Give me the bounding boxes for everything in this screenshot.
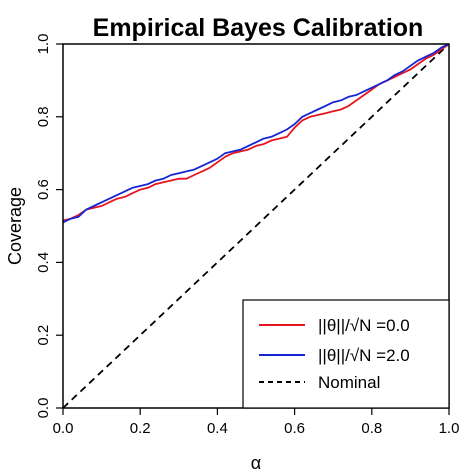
legend-label: ||θ||/√N =2.0: [318, 346, 410, 365]
y-axis: 0.0 0.2 0.4 0.6 0.8 1.0: [35, 34, 63, 419]
y-tick-label: 0.8: [35, 106, 52, 127]
x-axis-label: α: [251, 453, 261, 473]
y-tick-label: 0.2: [35, 325, 52, 346]
y-tick-label: 0.6: [35, 179, 52, 200]
x-tick-label: 0.4: [207, 420, 228, 437]
x-tick-label: 0.8: [361, 420, 382, 437]
x-tick-label: 0.6: [284, 420, 305, 437]
legend-label: Nominal: [318, 373, 380, 392]
legend: ||θ||/√N =0.0 ||θ||/√N =2.0 Nominal: [242, 299, 450, 409]
series-line-1: [62, 43, 450, 224]
y-tick-label: 0.4: [35, 252, 52, 273]
plot-area: [62, 43, 450, 409]
legend-label: ||θ||/√N =0.0: [318, 316, 410, 335]
x-axis: 0.0 0.2 0.4 0.6 0.8 1.0: [53, 408, 460, 437]
chart-title: Empirical Bayes Calibration: [93, 14, 424, 42]
series-line-2: [62, 43, 450, 409]
x-tick-label: 0.0: [53, 420, 74, 437]
y-tick-label: 0.0: [35, 398, 52, 419]
y-tick-label: 1.0: [35, 34, 52, 55]
x-tick-label: 0.2: [130, 420, 151, 437]
x-tick-label: 1.0: [439, 420, 460, 437]
y-axis-label: Coverage: [5, 187, 25, 265]
